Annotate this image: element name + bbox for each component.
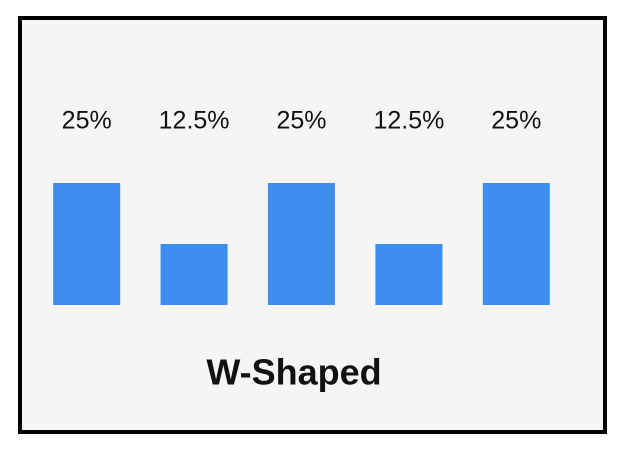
value-label: 25%: [276, 107, 326, 135]
value-label: 25%: [62, 107, 112, 135]
value-label: 25%: [491, 107, 541, 135]
bar: [160, 244, 228, 305]
value-label: 12.5%: [159, 107, 230, 135]
chart-title: W-Shaped: [206, 352, 381, 393]
bar: [53, 183, 121, 305]
value-label: 12.5%: [373, 107, 444, 135]
bar: [375, 244, 443, 305]
bar: [482, 183, 550, 305]
bar: [268, 183, 335, 305]
